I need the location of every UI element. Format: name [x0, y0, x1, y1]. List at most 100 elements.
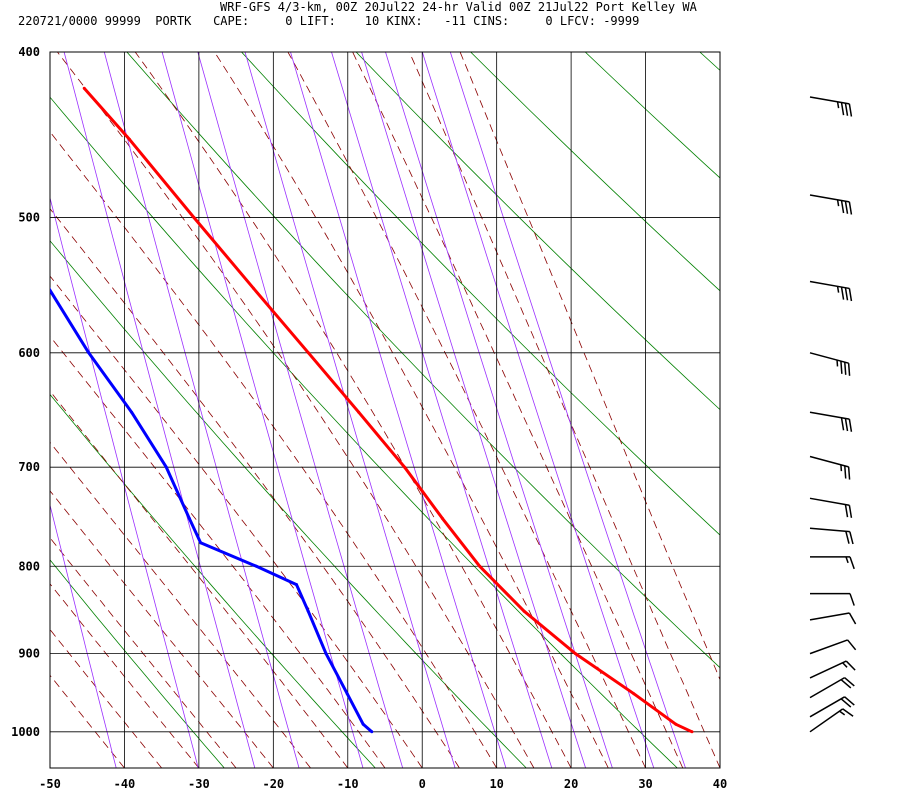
temperature-point	[674, 722, 678, 726]
x-tick-label: -10	[337, 777, 359, 791]
background-lines	[50, 52, 720, 768]
barb-feather	[836, 199, 840, 207]
y-tick-label: 500	[18, 211, 40, 225]
barb-feather	[847, 639, 857, 651]
moist-adiabat-line	[50, 390, 349, 768]
wind-barb	[809, 527, 854, 545]
barb-staff	[809, 352, 849, 364]
sounding-indices: 220721/0000 99999 PORTK CAPE: 0 LIFT: 10…	[18, 14, 640, 28]
moist-adiabat-line	[50, 628, 163, 768]
y-tick-label: 900	[18, 647, 40, 661]
temperature-point	[252, 286, 255, 290]
barb-feather	[840, 361, 843, 374]
wind-barb	[809, 639, 857, 655]
dewpoint-point	[345, 692, 349, 696]
y-tick-label: 800	[18, 559, 40, 573]
barb-staff	[809, 612, 850, 621]
mixing-ratio-line	[361, 52, 586, 768]
dewpoint-point	[254, 564, 258, 568]
wind-barb	[809, 194, 853, 215]
moist-adiabat-line	[50, 441, 311, 768]
moist-adiabat-line	[50, 583, 200, 768]
dry-adiabat-line	[50, 96, 678, 768]
barb-feather	[836, 286, 840, 293]
dewpoint-point	[187, 516, 191, 520]
temperature-point	[192, 216, 196, 220]
dry-adiabat-line	[470, 52, 720, 292]
dry-adiabat-line	[50, 559, 225, 768]
barb-feather	[847, 466, 851, 480]
barb-feather	[844, 504, 849, 518]
wind-barb	[810, 556, 855, 570]
temperature-point	[522, 609, 526, 613]
temperature-point	[128, 137, 131, 141]
x-tick-label: -40	[114, 777, 136, 791]
moist-adiabat-line	[287, 52, 646, 768]
barb-feather	[844, 103, 849, 116]
wind-barb	[809, 676, 855, 699]
dry-adiabat-line	[126, 52, 720, 669]
wind-barb	[810, 592, 855, 606]
barb-feather	[848, 419, 853, 432]
wind-barb	[809, 455, 851, 480]
y-tick-label: 1000	[11, 725, 40, 739]
barb-feather	[848, 288, 853, 302]
barb-feather	[844, 287, 849, 301]
x-tick-label: 40	[713, 777, 727, 791]
dewpoint-point	[164, 465, 168, 469]
barb-feather	[845, 660, 856, 671]
moist-adiabat-line	[408, 52, 720, 768]
temperature-point	[690, 730, 694, 734]
barb-feather	[836, 101, 840, 109]
barb-feather	[845, 531, 850, 544]
x-tick-label: 0	[419, 777, 426, 791]
wind-barb	[809, 497, 853, 518]
mixing-ratio-line	[197, 52, 404, 768]
barb-feather	[840, 200, 845, 214]
barb-staff	[809, 527, 850, 533]
barb-staff	[809, 708, 844, 733]
moist-adiabat-line	[50, 208, 460, 768]
dry-adiabat-line	[699, 52, 720, 71]
mixing-ratio-line	[63, 52, 256, 768]
y-tick-label: 700	[18, 460, 40, 474]
barb-staff	[809, 497, 850, 507]
dry-adiabat-line	[50, 393, 376, 768]
plot-frame	[49, 51, 721, 769]
barb-feather	[844, 465, 847, 479]
moist-adiabat-line	[57, 52, 535, 768]
barb-feather	[840, 102, 845, 116]
dewpoint-point	[370, 730, 374, 734]
x-tick-label: 30	[638, 777, 652, 791]
x-tick-label: -50	[39, 777, 61, 791]
wind-barb	[809, 660, 856, 679]
x-tick-label: 10	[489, 777, 503, 791]
x-tick-label: 20	[564, 777, 578, 791]
barb-staff	[809, 660, 847, 679]
dry-adiabat-line	[355, 52, 720, 411]
mixing-ratio-line	[385, 52, 613, 768]
wind-barbs	[809, 96, 857, 733]
wind-barb	[809, 696, 855, 718]
dewpoint-point	[87, 351, 91, 355]
moist-adiabat-line	[352, 52, 684, 768]
wind-barb	[809, 280, 853, 302]
barb-feather	[847, 363, 851, 376]
barb-feather	[849, 593, 855, 606]
sounding-traces	[50, 86, 694, 734]
mixing-ratio-line	[331, 52, 553, 768]
y-tick-label: 600	[18, 346, 40, 360]
wind-barb	[809, 96, 853, 117]
wind-barb	[809, 612, 857, 625]
temperature-point	[403, 465, 407, 469]
barb-feather	[842, 662, 848, 668]
temperature-point	[573, 652, 577, 656]
barb-feather	[844, 696, 855, 706]
chart-title: WRF-GFS 4/3-km, 00Z 20Jul22 24-hr Valid …	[220, 0, 697, 14]
barb-staff	[809, 280, 850, 290]
barb-feather	[848, 505, 853, 518]
temperature-point	[632, 692, 636, 696]
wind-barb	[809, 708, 854, 733]
wind-barb	[809, 352, 851, 376]
